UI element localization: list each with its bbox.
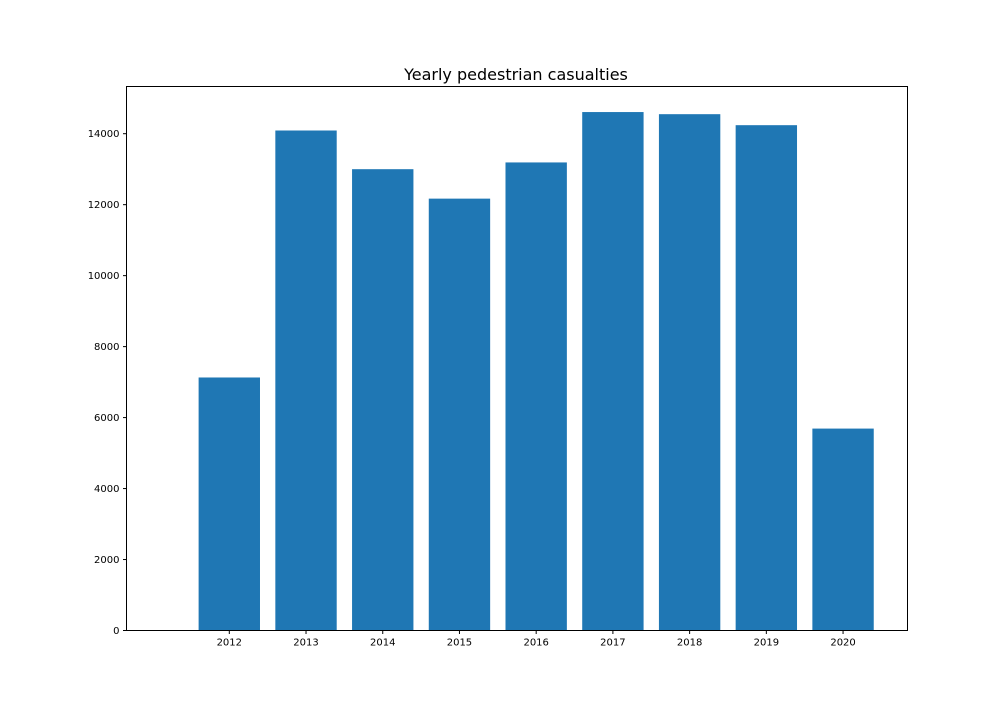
bar-2016 xyxy=(505,162,567,631)
x-tick-label: 2017 xyxy=(600,638,625,649)
bar-2019 xyxy=(735,125,798,631)
bar-2015 xyxy=(428,198,491,631)
y-tick-label: 2000 xyxy=(94,555,119,566)
x-tick-label: 2018 xyxy=(677,638,702,649)
bar-2014 xyxy=(352,169,414,631)
y-tick-label: 14000 xyxy=(88,129,120,140)
bar-2020 xyxy=(812,428,874,631)
x-tick-label: 2019 xyxy=(754,638,779,649)
x-axis: 2012 2013 2014 2015 2016 2017 2018 2019 2020 xyxy=(217,630,856,649)
y-tick-label: 10000 xyxy=(88,271,120,282)
bar-2013 xyxy=(275,130,337,631)
y-axis: 0 2000 4000 6000 8000 10000 12000 14000 xyxy=(88,129,127,637)
y-tick-label: 0 xyxy=(113,626,119,637)
x-tick-label: 2014 xyxy=(370,638,395,649)
x-tick-label: 2016 xyxy=(523,638,548,649)
y-tick-label: 8000 xyxy=(94,342,119,353)
y-tick-label: 12000 xyxy=(88,200,120,211)
bar-2018 xyxy=(658,114,721,631)
x-tick-label: 2020 xyxy=(830,638,855,649)
bars-layer xyxy=(198,112,874,631)
y-tick-label: 4000 xyxy=(94,484,119,495)
x-tick-label: 2012 xyxy=(217,638,242,649)
x-tick-label: 2013 xyxy=(293,638,318,649)
x-tick-label: 2015 xyxy=(447,638,472,649)
chart-title: Yearly pedestrian casualties xyxy=(403,65,628,84)
bar-2012 xyxy=(198,377,260,631)
bar-2017 xyxy=(582,112,644,631)
y-tick-label: 6000 xyxy=(94,413,119,424)
plot-frame xyxy=(126,86,908,631)
